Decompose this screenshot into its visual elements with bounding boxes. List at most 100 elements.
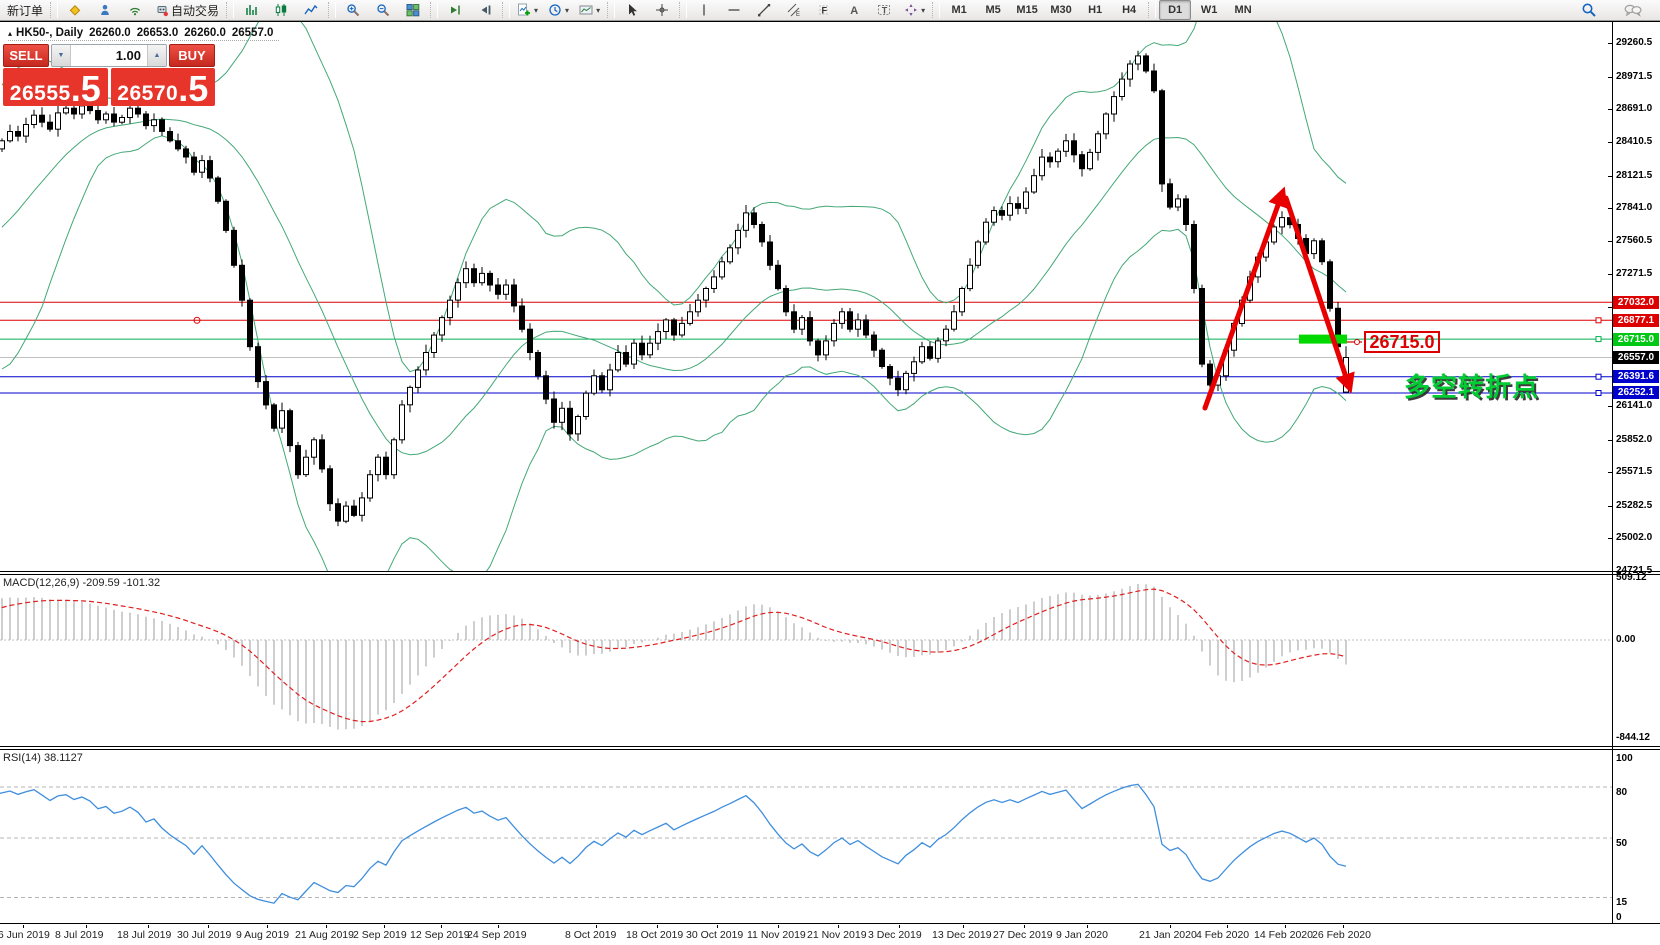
rsi-axis-label: 80 (1616, 787, 1628, 798)
metaeditor-button[interactable] (61, 0, 89, 20)
candle (663, 318, 669, 339)
trendline-button[interactable] (750, 0, 778, 20)
volume-input[interactable] (71, 45, 147, 66)
window-marker-icon: ▴ (8, 29, 13, 38)
turning-point-annotation[interactable]: 多空转折点 (1404, 372, 1540, 402)
price-chart-canvas[interactable] (0, 22, 1612, 572)
timeframe-mn-button[interactable]: MN (1234, 4, 1252, 16)
candle (607, 363, 613, 397)
line-chart-button[interactable] (297, 0, 325, 20)
buy-price-button[interactable]: 26570.5 (110, 68, 215, 107)
timeframe-d1-button[interactable]: D1 (1159, 0, 1192, 20)
candle (271, 402, 277, 432)
crosshair-button[interactable] (648, 0, 676, 20)
time-axis[interactable]: 26 Jun 2019 8 Jul 2019 18 Jul 2019 30 Jul 2… (0, 925, 1660, 945)
buy-price-main: 26570 (117, 82, 179, 105)
zoom-in-button[interactable] (339, 0, 367, 20)
periods-button[interactable]: ▾ (544, 0, 573, 20)
trend-arrow-down[interactable] (1283, 195, 1355, 394)
candle (791, 304, 797, 334)
candle (151, 113, 157, 132)
timeframe-m15-button[interactable]: M15 (1016, 4, 1038, 16)
timeframe-m5-button[interactable]: M5 (985, 4, 1001, 16)
volume-decrease-button[interactable]: ▼ (52, 45, 71, 66)
candle (1103, 112, 1109, 140)
line-handle[interactable] (1595, 373, 1602, 380)
date-label: 9 Jan 2020 (1056, 929, 1108, 941)
auto-trading-button[interactable]: 自动交易 (151, 0, 223, 20)
candle (279, 402, 285, 433)
candle (1311, 238, 1317, 259)
candle (759, 221, 765, 247)
chart-title: ▴ HK50-, Daily 26260.0 26653.0 26260.0 26557.… (8, 27, 280, 41)
horizontal-line-button[interactable] (720, 0, 748, 20)
macd-canvas[interactable] (0, 576, 1612, 746)
chart-top-border (0, 21, 1660, 22)
chart-macd-splitter[interactable] (0, 571, 1660, 575)
cursor-button[interactable] (618, 0, 646, 20)
candle (1167, 178, 1173, 210)
tile-windows-button[interactable] (399, 0, 427, 20)
price-callout-box[interactable]: 26715.0 (1364, 331, 1440, 353)
date-tick-mark (657, 925, 658, 928)
vertical-line-button[interactable] (690, 0, 718, 20)
bar-chart-button[interactable] (237, 0, 265, 20)
templates-button[interactable]: ▾ (575, 0, 604, 20)
chat-button[interactable] (1619, 0, 1647, 20)
indicators-button[interactable]: ▾ (513, 0, 542, 20)
toolbar-right-group (1574, 0, 1658, 20)
timeframe-m1-button[interactable]: M1 (951, 4, 967, 16)
timeframe-w1-button[interactable]: W1 (1200, 4, 1218, 16)
line-handle[interactable] (1595, 390, 1602, 396)
auto-trading-button-label: 自动交易 (171, 3, 220, 18)
candle (783, 285, 789, 317)
candle (399, 400, 405, 444)
text-label-button[interactable]: T (870, 0, 898, 20)
macd-axis-zero: 0.00 (1616, 634, 1636, 645)
signal-icon (128, 3, 142, 17)
toolbar-separator (679, 2, 688, 18)
new-order-button[interactable]: 新订单 (3, 0, 47, 20)
zoom-out-button[interactable] (369, 0, 397, 20)
equidistant-channel-button[interactable]: E (780, 0, 808, 20)
sell-price-button[interactable]: 26555.5 (3, 68, 108, 107)
text-a-icon: A (847, 3, 861, 17)
arrows-icon (904, 3, 918, 17)
fibonacci-button[interactable]: F (810, 0, 838, 20)
macd-rsi-splitter[interactable] (0, 746, 1660, 750)
buy-button[interactable]: BUY (169, 44, 215, 67)
volume-increase-button[interactable]: ▲ (147, 45, 166, 66)
bollinger-middle-band (1, 118, 1347, 456)
line-anchor[interactable] (193, 316, 201, 324)
candlestick-chart-button[interactable] (267, 0, 295, 20)
price-tick-label: 24721.5 (1616, 565, 1653, 576)
candle (231, 226, 237, 268)
timeframe-h1-button[interactable]: H1 (1088, 4, 1103, 16)
auto-scroll-button[interactable] (441, 0, 469, 20)
timeframe-h4-button[interactable]: H4 (1122, 4, 1137, 16)
search-button[interactable] (1575, 0, 1603, 20)
timeframe-m30-button[interactable]: M30 (1050, 4, 1072, 16)
line-handle[interactable] (1595, 317, 1602, 324)
macd-histogram (1, 584, 1347, 730)
price-axis-border (1612, 22, 1613, 923)
sell-button[interactable]: SELL (3, 44, 49, 67)
candle (583, 390, 589, 420)
candle (911, 356, 917, 382)
date-tick-mark (86, 925, 87, 928)
candle (543, 370, 549, 405)
date-tick-mark (441, 925, 442, 928)
market-button[interactable] (91, 0, 119, 20)
line-handle[interactable] (1595, 336, 1602, 343)
arrows-button[interactable]: ▾ (900, 0, 929, 20)
robot-icon (155, 3, 169, 17)
text-button[interactable]: A (840, 0, 868, 20)
rsi-canvas[interactable] (0, 750, 1612, 923)
chart-shift-icon (478, 3, 492, 17)
candle (1151, 63, 1157, 94)
trend-arrow-up[interactable] (1202, 186, 1288, 411)
signals-button[interactable] (121, 0, 149, 20)
chart-shift-button[interactable] (471, 0, 499, 20)
support-highlight-rect[interactable] (1299, 334, 1347, 344)
fibo-icon: F (817, 3, 831, 17)
